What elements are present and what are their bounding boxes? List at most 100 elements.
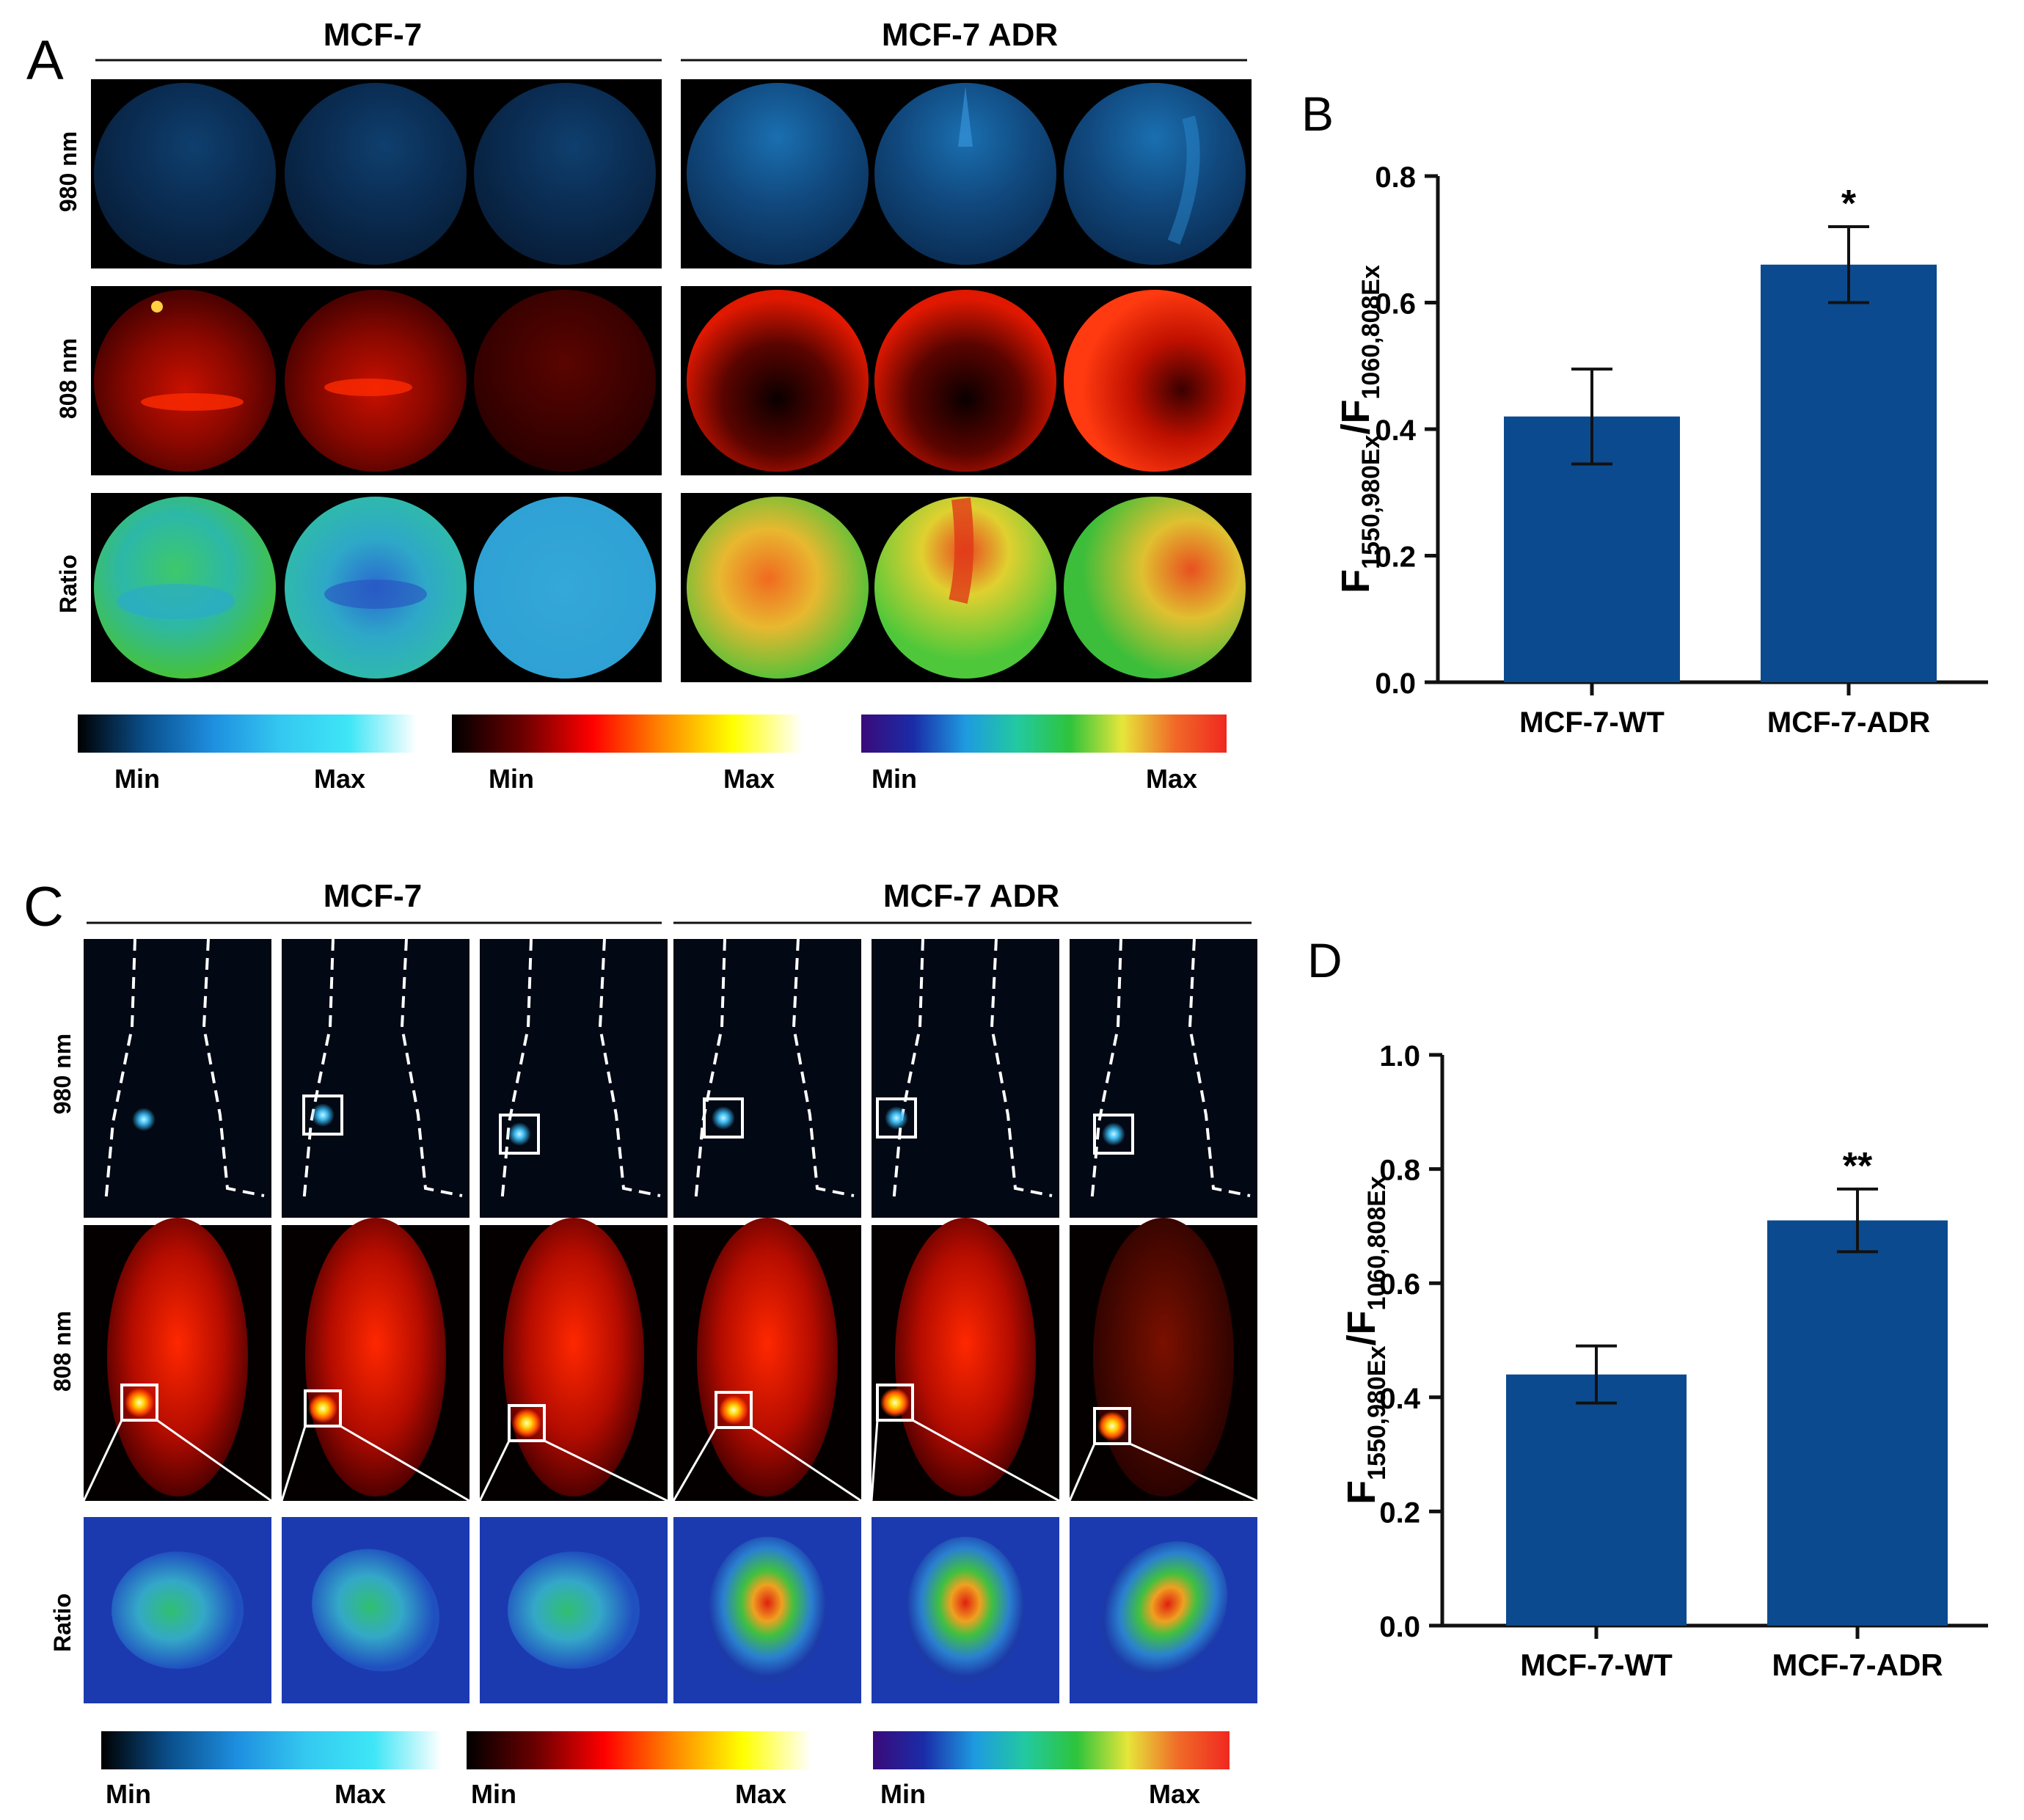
panel-a-colorbar-jet-max: Max — [1146, 764, 1197, 794]
panel-c-980-signal-3 — [712, 1106, 735, 1130]
panel-a-row-label-808: 808 nm — [55, 338, 81, 419]
panel-c-ratio-signal-1 — [312, 1549, 439, 1672]
panel-d-chart-y-axis-label-ylabel_sub2: 1060,808Ex — [1363, 1176, 1391, 1310]
panel-c-zoom-line-left-5 — [1068, 1443, 1096, 1502]
panel-c-980-roi-box-2 — [499, 1114, 540, 1155]
panel-c-zoom-line-right-0 — [156, 1419, 272, 1502]
panel-c-980-tile-5 — [1070, 939, 1257, 1218]
panel-b-chart-y-axis-label-ylabel_sub1: 1550,980Ex — [1357, 434, 1385, 569]
panel-d: D 0.0 0.2 0.4 0.6 0.8 1.0 MCF-7-WT MCF-7-ADR ** F… — [1307, 933, 1988, 1682]
panel-d-chart-category-label-0: MCF-7-WT — [1520, 1648, 1673, 1682]
panel-d-chart-significance-1: ** — [1843, 1145, 1873, 1188]
panel-c-tiles — [82, 938, 1258, 1703]
panel-c-ratio-signal-5 — [1099, 1541, 1228, 1679]
panel-c-980-signal-2 — [508, 1122, 531, 1146]
panel-c-980-tile-3 — [673, 939, 861, 1218]
panel-c-row-label-808: 808 nm — [49, 1311, 76, 1392]
panel-c-808-mouse-3 — [697, 1218, 838, 1496]
panel-c-808-roi-box-1 — [304, 1389, 342, 1428]
panel-d-chart-y-tick-label: 0.0 — [1379, 1611, 1420, 1643]
panel-a-colorbar-blue-min: Min — [114, 764, 160, 794]
panel-a-colorbar-blue-max: Max — [314, 764, 365, 794]
panel-a-colorbar-jet-min: Min — [872, 764, 917, 794]
panel-a-colorbar-blue — [78, 715, 417, 753]
panel-d-chart-y-tick-label: 0.4 — [1379, 1383, 1420, 1415]
panel-b-chart-y-tick-label: 0.2 — [1375, 541, 1416, 574]
panel-c-980-signal-5 — [1102, 1122, 1125, 1146]
panel-a-letter: A — [26, 29, 64, 92]
panel-c-808-roi-box-4 — [876, 1384, 914, 1422]
panel-a: A MCF-7 MCF-7 ADR 980 nm 808 nm Ratio — [26, 17, 1252, 794]
panel-c-980-signal-1 — [311, 1103, 335, 1127]
panel-c-zoom-line-right-1 — [340, 1425, 470, 1502]
panel-c-zoom-line-right-3 — [750, 1426, 862, 1502]
panel-b: B 0.0 0.2 0.4 0.6 0.8 MCF-7-WT MCF-7-ADR * F1550… — [1301, 87, 1988, 739]
panel-c-808-roi-box-3 — [715, 1391, 753, 1429]
panel-d-chart: 0.0 0.2 0.4 0.6 0.8 1.0 MCF-7-WT MCF-7-ADR ** F15… — [1340, 1040, 1988, 1682]
panel-d-chart-y-axis-label-ylabel_main: F — [1340, 1480, 1384, 1505]
panel-c-zoom-line-left-1 — [280, 1425, 307, 1502]
panel-c-ratio-signal-3 — [709, 1537, 826, 1684]
panel-a-980-discs — [94, 83, 1246, 265]
panel-a-group-mcf7: MCF-7 — [324, 17, 422, 53]
panel-c-group-mcf7: MCF-7 — [324, 878, 422, 914]
panel-b-letter: B — [1301, 87, 1334, 141]
panel-c-980-roi-box-3 — [703, 1097, 744, 1139]
panel-c-980-roi-box-1 — [302, 1094, 343, 1136]
panel-a-colorbar-heat-min: Min — [489, 764, 534, 794]
panel-c-zoom-line-right-4 — [912, 1419, 1060, 1502]
panel-c-980-tile-2 — [480, 939, 668, 1218]
panel-b-chart-y-tick-label: 0.4 — [1375, 414, 1416, 447]
panel-a-row-label-980: 980 nm — [55, 131, 81, 212]
panel-b-chart-y-tick-label: 0.8 — [1375, 161, 1416, 194]
panel-c-zoom-line-left-0 — [82, 1419, 123, 1502]
panel-c-letter: C — [23, 876, 64, 938]
panel-c-980-tile-1 — [282, 939, 470, 1218]
panel-c-808-tumor-3 — [719, 1395, 748, 1425]
panel-a-808-discs — [94, 290, 1246, 472]
panel-d-chart-y-tick-label: 0.6 — [1379, 1268, 1420, 1301]
panel-d-chart-y-axis-label-ylabel_sub1: 1550,980Ex — [1363, 1345, 1391, 1480]
panel-c-808-mouse-1 — [305, 1218, 446, 1496]
panel-c-row-label-980: 980 nm — [49, 1034, 76, 1114]
panel-c-980-tile-0 — [84, 939, 271, 1218]
panel-c-808-roi-box-0 — [120, 1384, 158, 1422]
panel-c-colorbar-blue-min: Min — [106, 1779, 151, 1809]
panel-c-colorbar-jet-min: Min — [880, 1779, 926, 1809]
panel-d-chart-y-axis-label-ylabel_mid: /F — [1340, 1311, 1384, 1346]
panel-c-980-outline-4 — [892, 938, 1053, 1204]
panel-b-chart-y-tick-label: 0.0 — [1375, 668, 1416, 700]
panel-d-chart-y-tick-label: 0.8 — [1379, 1155, 1420, 1187]
panel-a-colorbar-jet — [861, 715, 1227, 753]
panel-b-chart-y-axis-label: F1550,980Ex/F1060,808Ex — [1334, 265, 1385, 593]
panel-c-ratio-signal-0 — [112, 1552, 244, 1669]
panel-c-zoom-line-left-3 — [672, 1427, 717, 1502]
panel-c-808-roi-box-2 — [508, 1404, 546, 1442]
panel-b-chart-category-label-0: MCF-7-WT — [1519, 706, 1665, 739]
panel-d-chart-y-tick-label: 1.0 — [1379, 1040, 1420, 1072]
panel-b-chart-y-tick-label: 0.6 — [1375, 288, 1416, 321]
panel-c-980-outline-3 — [694, 938, 855, 1204]
panel-c-colorbar-heat-min: Min — [471, 1779, 516, 1809]
panel-c-colorbar-blue-max: Max — [335, 1779, 386, 1809]
panel-c-808-tumor-5 — [1097, 1411, 1127, 1441]
panel-c-808-tumor-1 — [308, 1394, 337, 1423]
panel-c-980-signal-4 — [885, 1106, 908, 1130]
panel-b-chart-y-axis-label-ylabel_mid: /F — [1334, 400, 1378, 435]
panel-a-group-mcf7-adr: MCF-7 ADR — [882, 17, 1058, 53]
panel-d-chart-y-axis-label: F1550,980Ex/F1060,808Ex — [1340, 1176, 1391, 1505]
panel-c-980-outline-2 — [500, 938, 661, 1204]
panel-d-chart-y-tick-label: 0.2 — [1379, 1496, 1420, 1529]
panel-c-980-roi-box-5 — [1093, 1114, 1134, 1155]
panel-b-chart-significance-1: * — [1841, 183, 1857, 225]
panel-c-808-mouse-4 — [895, 1218, 1036, 1496]
panel-c-808-tumor-4 — [880, 1388, 910, 1417]
panel-b-chart: 0.0 0.2 0.4 0.6 0.8 MCF-7-WT MCF-7-ADR * F1550,9… — [1334, 161, 1988, 739]
panel-a-row-label-ratio: Ratio — [55, 555, 81, 613]
panel-b-chart-y-axis-label-ylabel_sub2: 1060,808Ex — [1357, 265, 1385, 399]
panel-d-chart-category-label-1: MCF-7-ADR — [1772, 1648, 1943, 1682]
panel-a-colorbar-heat-max: Max — [723, 764, 775, 794]
panel-d-chart-bar-1 — [1767, 1220, 1948, 1626]
panel-b-chart-category-label-1: MCF-7-ADR — [1767, 706, 1930, 739]
panel-c-colorbar-blue — [101, 1731, 442, 1769]
